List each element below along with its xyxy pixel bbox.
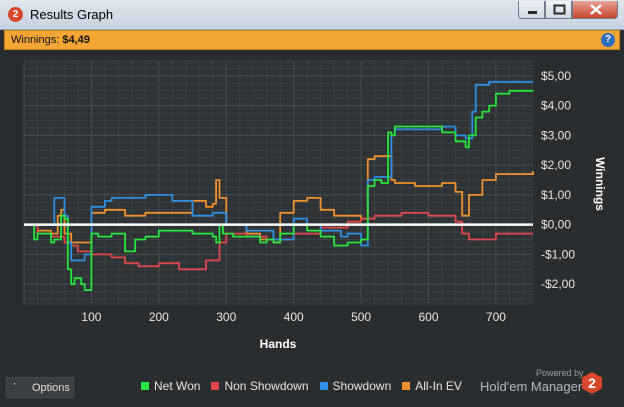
legend-item-non-showdown[interactable]: Non Showdown (211, 379, 309, 393)
legend-swatch-showdown (319, 382, 328, 390)
powered-by-text: Powered by (536, 368, 584, 378)
close-button[interactable] (572, 1, 618, 19)
winnings-label: Winnings: (11, 34, 60, 46)
winnings-summary: Winnings: $4,49 (11, 34, 90, 46)
x-axis-label: Hands (260, 337, 297, 351)
y-tick-label: $2,00 (541, 158, 571, 172)
x-tick-label: 700 (486, 310, 506, 324)
legend-swatch-all-in-ev (402, 382, 411, 390)
legend-label-net-won: Net Won (154, 379, 201, 393)
x-tick-label: 400 (284, 310, 304, 324)
options-label: Options (32, 382, 70, 394)
x-axis-ticks: 100 200 300 400 500 600 700 (81, 310, 506, 324)
winnings-value: $4,49 (62, 34, 90, 46)
chart-legend: Net Won Non Showdown Showdown All-In EV (141, 378, 473, 394)
x-tick-label: 100 (81, 310, 101, 324)
window-controls (518, 1, 618, 19)
x-tick-label: 500 (351, 310, 371, 324)
options-button[interactable]: ˆ Options (6, 377, 74, 398)
minimize-button[interactable] (518, 1, 545, 19)
x-tick-label: 200 (149, 310, 169, 324)
hm2-logo-icon: 2 (582, 372, 602, 394)
y-tick-label: $0,00 (541, 218, 571, 232)
legend-label-showdown: Showdown (332, 379, 392, 393)
legend-item-all-in-ev[interactable]: All-In EV (402, 379, 462, 393)
window-title: Results Graph (30, 7, 114, 22)
legend-swatch-net-won (141, 382, 149, 390)
chart-grid (23, 60, 533, 305)
minimize-icon (528, 11, 537, 14)
hm2-app-icon: 2 (8, 7, 23, 22)
logo-text: 2 (588, 375, 596, 391)
x-tick-label: 600 (418, 310, 438, 324)
y-axis-label: Winnings (593, 157, 607, 211)
legend-label-non-showdown: Non Showdown (224, 379, 309, 393)
series-line-non-showdown (24, 211, 533, 271)
y-tick-label: $1,00 (541, 188, 571, 202)
legend-swatch-non-showdown (211, 382, 220, 390)
legend-item-net-won[interactable]: Net Won (141, 379, 200, 393)
chevron-up-icon: ˆ (13, 382, 16, 392)
legend-item-showdown[interactable]: Showdown (319, 379, 392, 393)
y-tick-label: -$1,00 (541, 247, 575, 261)
y-tick-label: $3,00 (541, 128, 571, 142)
y-tick-label: $4,00 (541, 99, 571, 113)
results-chart: 100 200 300 400 500 600 700 -$2,00 -$1,00 $0,00 $… (0, 51, 624, 361)
maximize-icon (553, 4, 566, 15)
y-tick-label: $5,00 (541, 69, 571, 83)
close-icon (590, 4, 602, 15)
title-bar[interactable]: 2 Results Graph (0, 0, 624, 30)
brand-name: Hold'em Manager (480, 379, 583, 394)
y-tick-label: -$2,00 (541, 277, 575, 291)
legend-label-all-in-ev: All-In EV (415, 379, 462, 393)
maximize-button[interactable] (545, 1, 572, 19)
series-line-net-won (24, 89, 534, 291)
help-icon[interactable]: ? (601, 33, 615, 47)
plot-area (24, 61, 533, 305)
y-axis-ticks: -$2,00 -$1,00 $0,00 $1,00 $2,00 $3,00 $4,00 $5,… (541, 69, 575, 291)
winnings-bar: Winnings: $4,49 ? (4, 30, 620, 50)
chart-series (24, 80, 534, 291)
x-tick-label: 300 (216, 310, 236, 324)
